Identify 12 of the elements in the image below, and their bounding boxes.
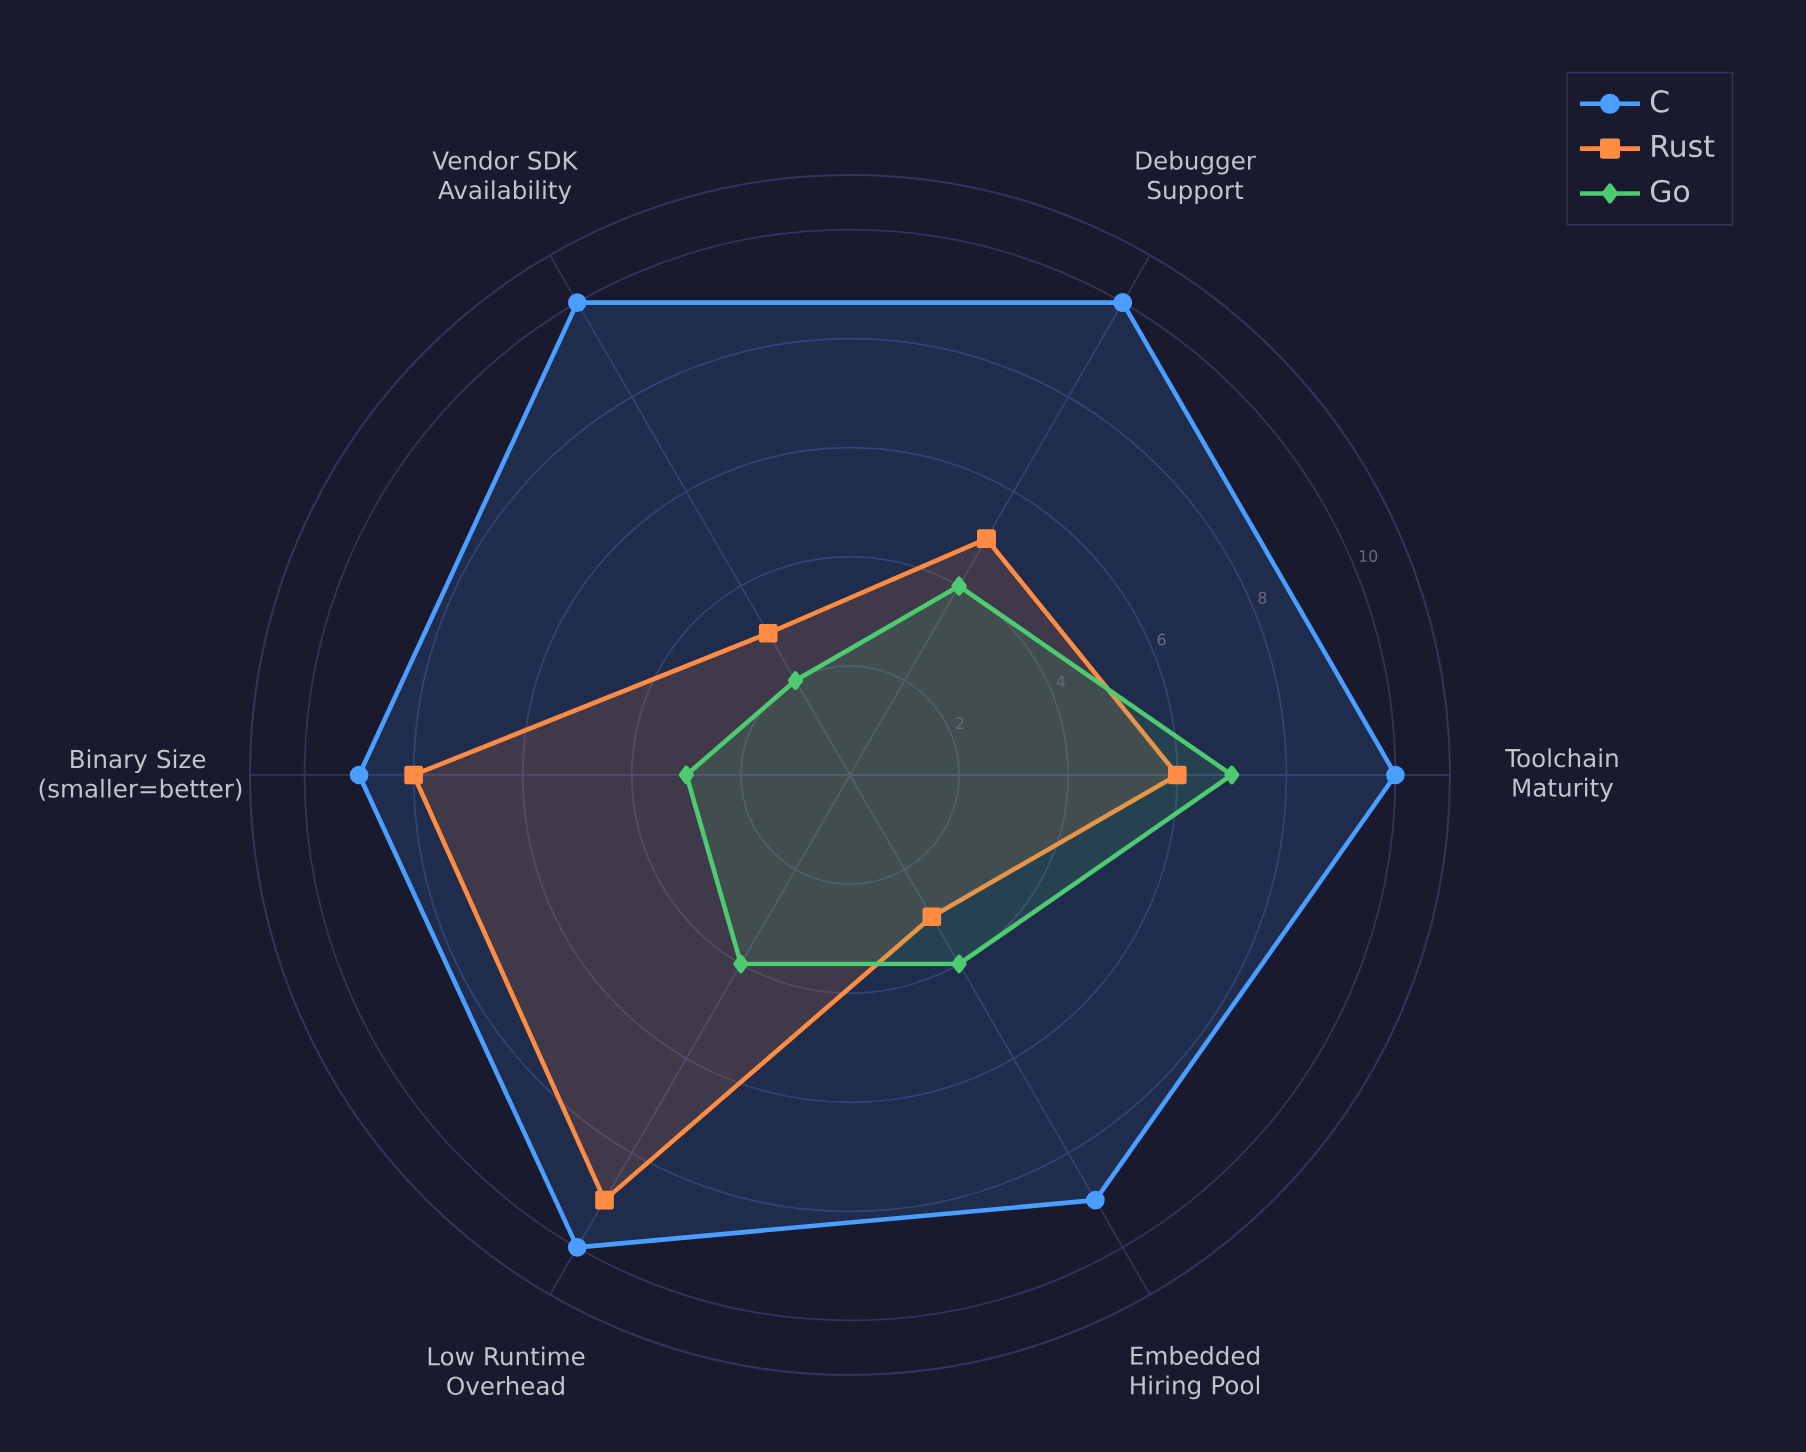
spoke-label: Embedded Hiring Pool [1131,1345,1260,1400]
legend-label: Rust [1652,135,1715,158]
legend-label: Go [1650,179,1690,203]
spoke-label: Vendor SDK Availability [432,150,579,205]
y-tick-label: 8 [1258,591,1267,604]
y-tick-label: 10 [1359,550,1378,563]
spoke-label: Low Runtime Overhead [428,1346,585,1396]
legend-label: C [1650,90,1669,113]
y-tick-label: 6 [1157,633,1166,646]
spoke-label: Debugger Support [1136,150,1256,205]
spoke-label: Binary Size (smaller=better) [39,749,242,801]
spoke-label: Toolchain Maturity [1505,748,1618,802]
